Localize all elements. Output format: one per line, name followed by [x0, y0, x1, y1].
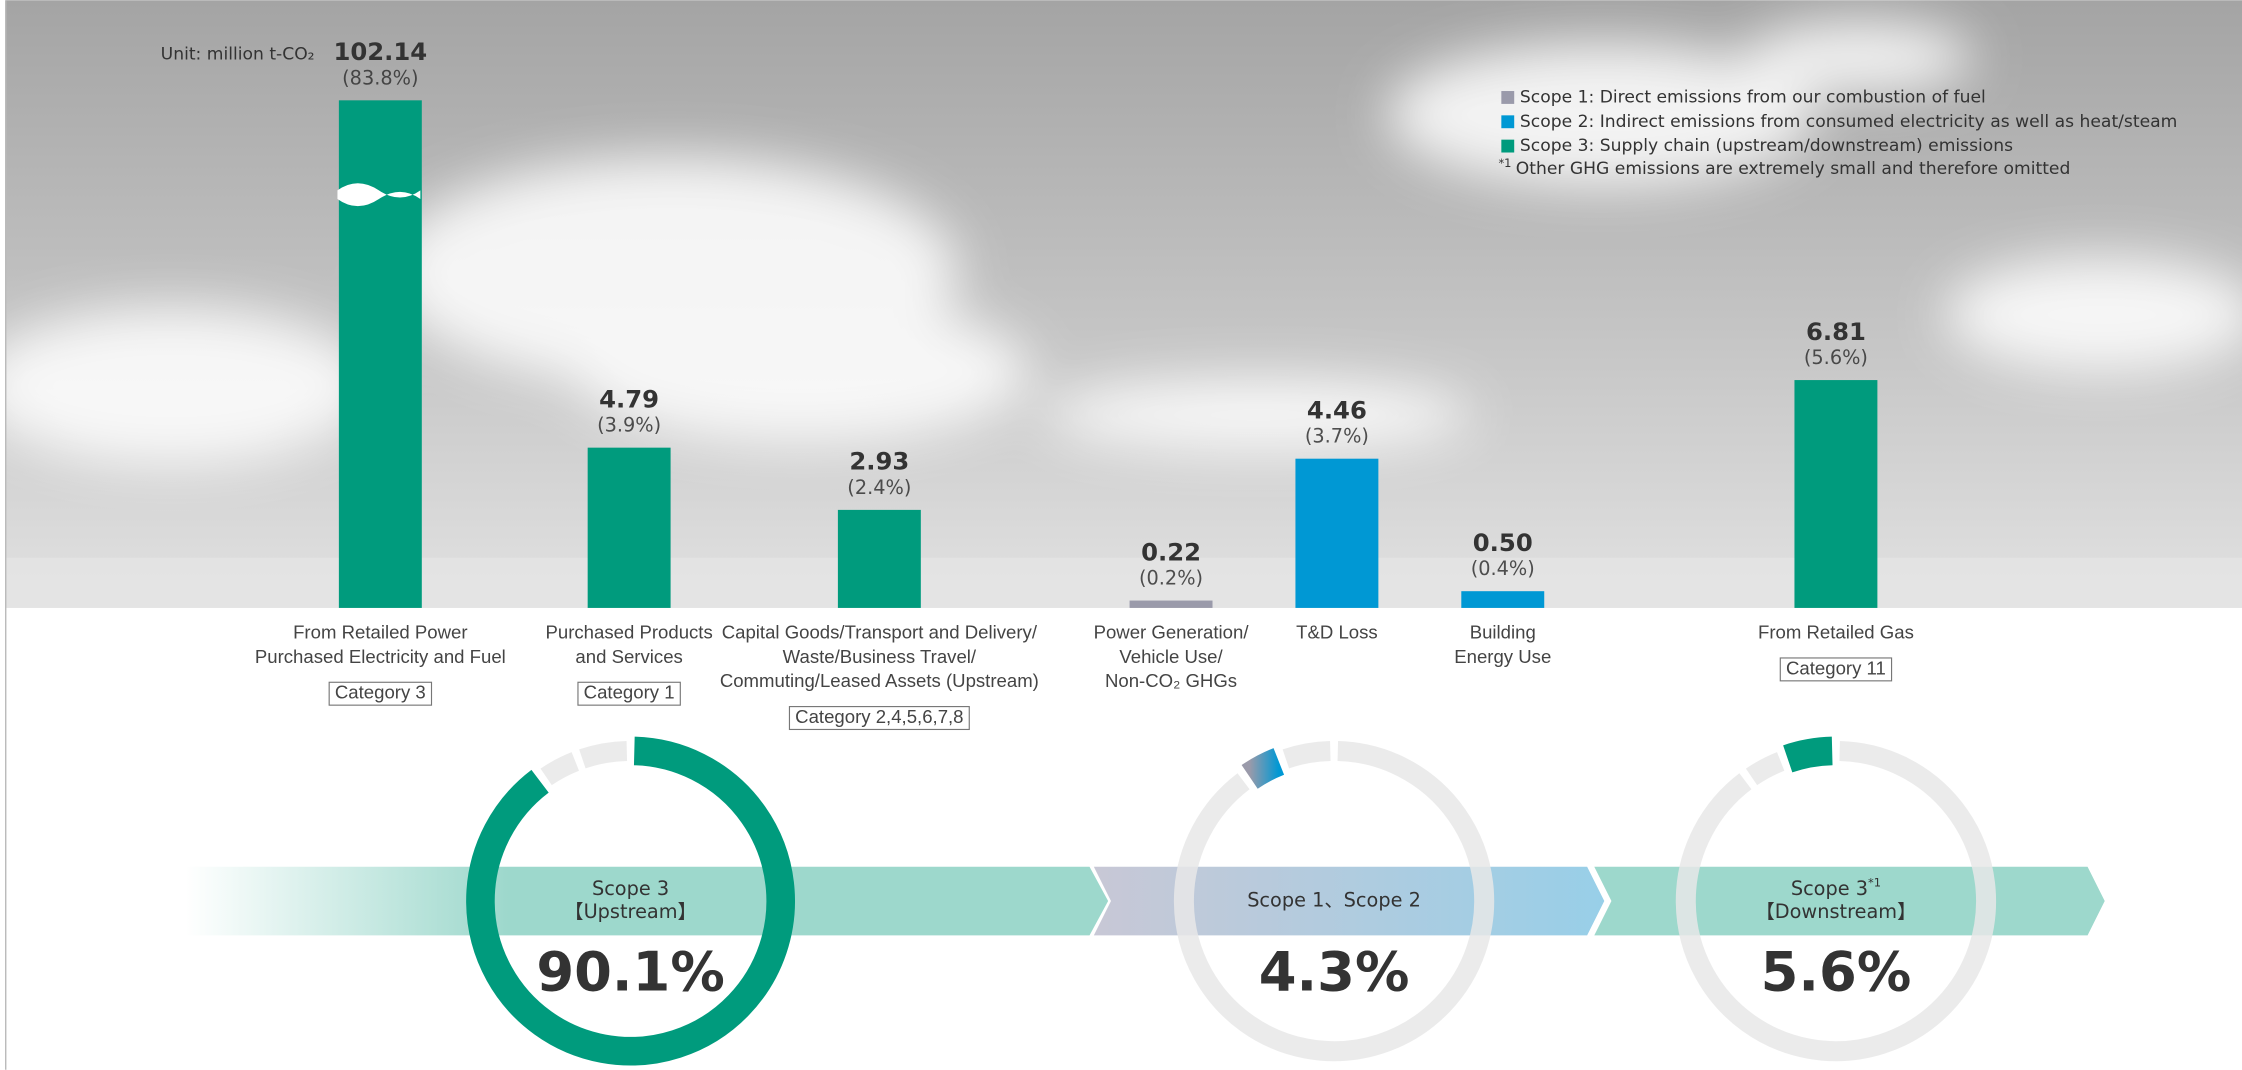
donut-rest — [1745, 752, 1785, 786]
category-tag: Category 11 — [1786, 657, 1886, 678]
segment-title: Scope 1、Scope 2 — [1247, 889, 1421, 912]
donut-rest — [579, 740, 628, 769]
donut-rest — [1173, 740, 1495, 1062]
category-label: T&D Loss — [1296, 622, 1378, 643]
segment-title: Scope 3*1 — [1791, 875, 1881, 900]
category-tag: Category 1 — [584, 682, 675, 703]
donut-segment — [1241, 748, 1285, 789]
category-tag-box — [577, 681, 681, 706]
unit-label: Unit: million t-CO₂ — [161, 45, 315, 65]
bar — [1129, 600, 1213, 608]
bar — [1295, 458, 1379, 608]
legend-label: Scope 1: Direct emissions from our combu… — [1520, 87, 1986, 107]
bar — [837, 509, 921, 608]
category-label: Non-CO₂ GHGs — [1105, 670, 1237, 691]
share-label: (0.2%) — [1139, 567, 1203, 590]
footnote: *1 Other GHG emissions are extremely smal… — [1498, 156, 2070, 179]
legend-label: Scope 2: Indirect emissions from consume… — [1520, 112, 2177, 132]
category-label: Waste/Business Travel/ — [783, 646, 977, 667]
category-tag: Category 2,4,5,6,7,8 — [795, 706, 963, 727]
category-label: Commuting/Leased Assets (Upstream) — [720, 670, 1039, 691]
segment-title: 【Upstream】 — [564, 900, 697, 923]
donut-segment — [466, 736, 795, 1066]
share-label: (83.8%) — [342, 66, 418, 89]
segment-title: Scope 3 — [592, 877, 669, 900]
donut-rest — [1282, 740, 1331, 769]
bar — [1461, 591, 1545, 608]
segment-title: 【Downstream】 — [1755, 900, 1916, 923]
category-tag: Category 3 — [335, 682, 426, 703]
value-label: 102.14 — [333, 37, 427, 66]
share-label: (0.4%) — [1471, 557, 1535, 580]
category-label: From Retailed Gas — [1758, 622, 1914, 643]
share-label: (2.4%) — [847, 476, 911, 499]
share-label: (3.9%) — [597, 414, 661, 437]
category-label: Capital Goods/Transport and Delivery/ — [722, 622, 1038, 643]
donut-segment — [1783, 736, 1833, 773]
bar — [587, 447, 671, 608]
category-tag-box — [1779, 657, 1893, 682]
category-label: Energy Use — [1454, 646, 1551, 667]
axis-break — [337, 183, 421, 207]
share-label: (5.6%) — [1804, 346, 1868, 369]
category-label: and Services — [575, 646, 682, 667]
note-mark: *1 — [1868, 875, 1881, 889]
value-label: 6.81 — [1806, 317, 1866, 346]
category-label: Building — [1470, 622, 1536, 643]
value-label: 0.50 — [1473, 528, 1533, 557]
category-label: Vehicle Use/ — [1119, 646, 1223, 667]
segment-percent: 90.1% — [536, 941, 724, 1004]
category-label: Power Generation/ — [1094, 622, 1250, 643]
category-label: Purchased Electricity and Fuel — [255, 646, 506, 667]
donut-rest — [540, 752, 580, 786]
bar — [338, 100, 422, 608]
segment-percent: 5.6% — [1761, 941, 1912, 1004]
value-label: 4.46 — [1307, 396, 1367, 425]
donut-rest — [1675, 740, 1997, 1062]
value-label: 0.22 — [1141, 537, 1201, 566]
legend-swatch — [1501, 91, 1515, 104]
share-label: (3.7%) — [1305, 425, 1369, 448]
band-upstream — [185, 866, 1109, 936]
category-tag-box — [328, 681, 433, 706]
legend-swatch — [1501, 115, 1515, 129]
clouds — [0, 21, 2242, 465]
bar — [1794, 380, 1878, 608]
value-label: 2.93 — [849, 447, 909, 476]
segment-percent: 4.3% — [1259, 941, 1410, 1004]
category-label: From Retailed Power — [293, 622, 468, 643]
category-tag-box — [788, 706, 970, 731]
legend-swatch — [1501, 139, 1515, 153]
value-label: 4.79 — [599, 384, 659, 413]
legend-label: Scope 3: Supply chain (upstream/downstre… — [1520, 136, 2013, 156]
category-label: Purchased Products — [545, 622, 712, 643]
